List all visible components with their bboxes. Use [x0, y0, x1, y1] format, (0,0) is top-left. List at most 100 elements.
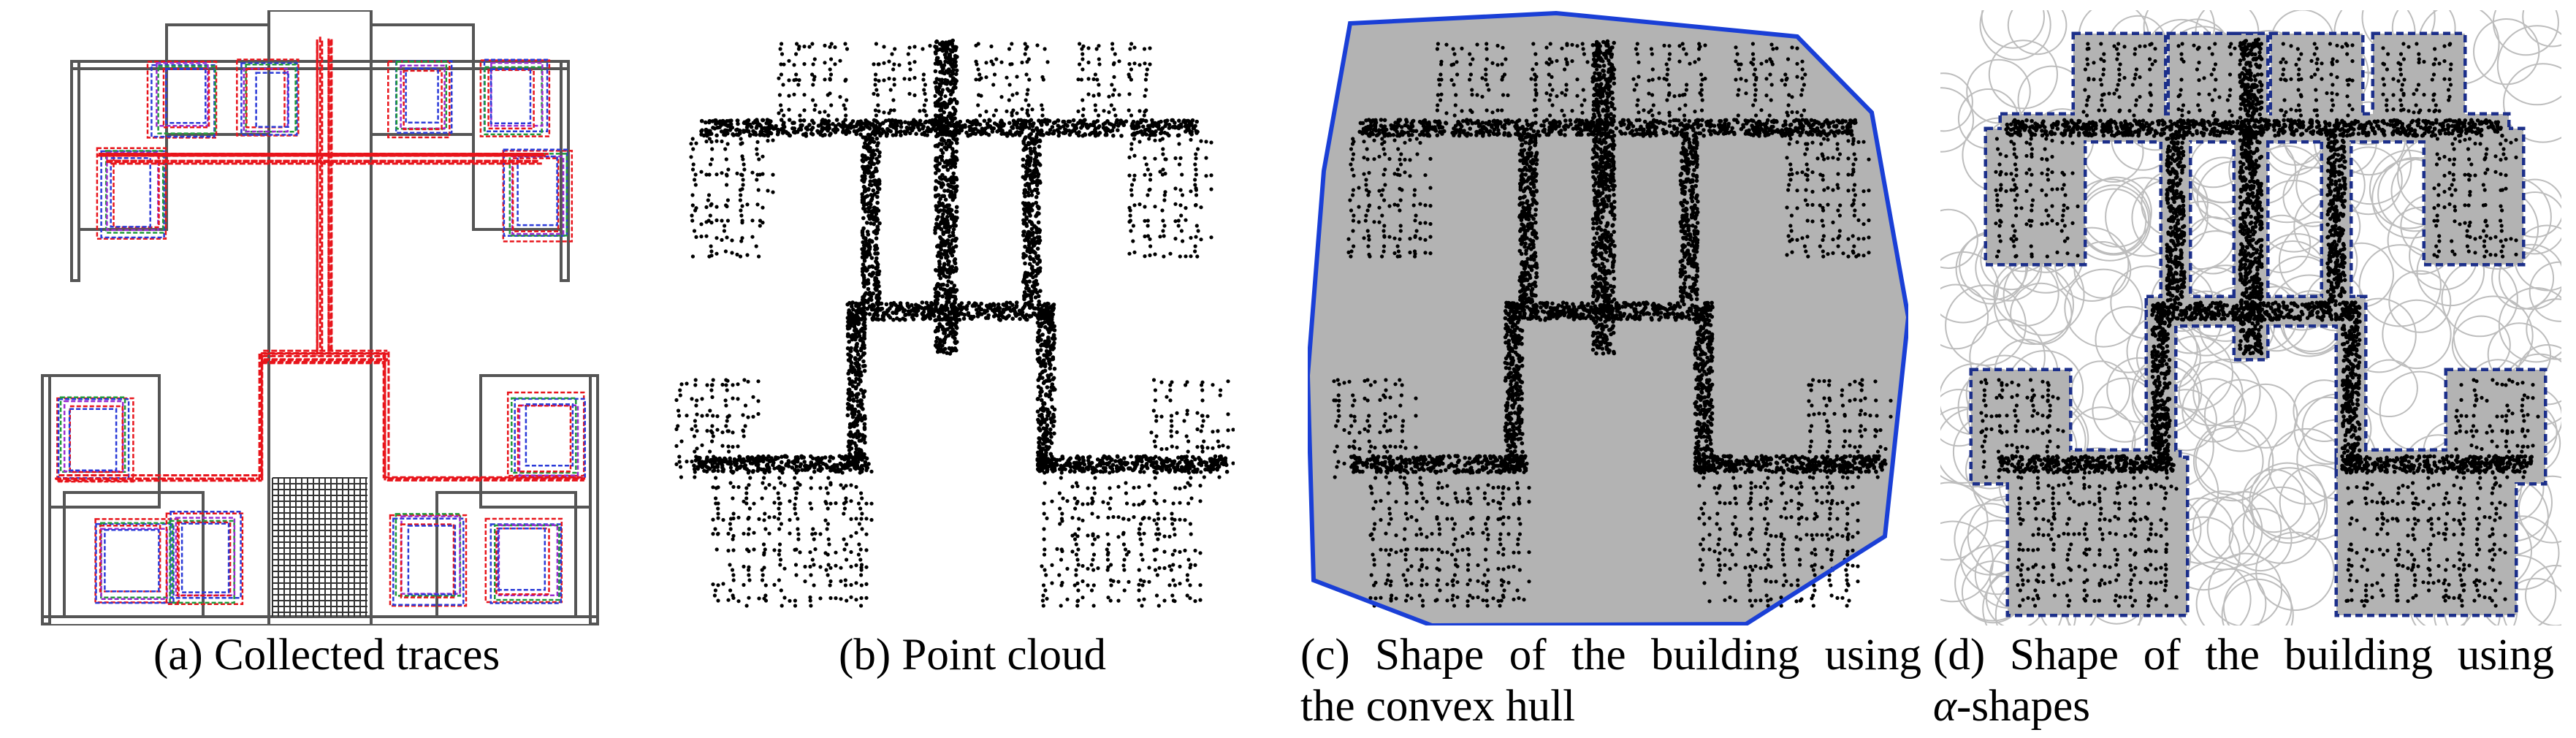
- data-point: [711, 126, 715, 130]
- data-point: [1183, 548, 1187, 553]
- data-point: [674, 427, 679, 432]
- data-point: [808, 550, 812, 555]
- data-point: [763, 511, 767, 516]
- data-point: [921, 316, 926, 322]
- data-point: [742, 162, 746, 167]
- data-point: [709, 202, 714, 206]
- data-point: [1023, 261, 1027, 266]
- data-point: [859, 517, 864, 521]
- data-point: [847, 340, 851, 344]
- data-point: [940, 327, 945, 332]
- data-point: [792, 63, 796, 67]
- data-point: [729, 469, 733, 473]
- data-point: [1037, 356, 1042, 361]
- data-point: [1142, 47, 1147, 51]
- data-point: [871, 291, 875, 296]
- data-point: [674, 444, 679, 449]
- data-point: [1051, 131, 1056, 136]
- data-point: [861, 395, 866, 399]
- data-point: [940, 217, 945, 221]
- data-point: [804, 125, 809, 130]
- data-point: [813, 547, 818, 552]
- data-point: [1081, 502, 1085, 506]
- data-point: [752, 120, 757, 125]
- data-point: [1127, 173, 1132, 178]
- data-point: [1081, 44, 1086, 48]
- data-point: [1200, 414, 1205, 418]
- data-point: [1189, 121, 1194, 126]
- data-point: [788, 598, 792, 603]
- data-point: [1045, 446, 1051, 452]
- data-point: [946, 279, 950, 284]
- data-point: [1021, 254, 1026, 259]
- data-point: [950, 64, 955, 69]
- trace-loop: [150, 64, 216, 138]
- data-point: [944, 317, 949, 322]
- data-point: [1081, 134, 1085, 138]
- data-point: [833, 45, 837, 50]
- data-point: [848, 468, 853, 472]
- data-point: [1152, 439, 1156, 444]
- data-point: [1072, 537, 1078, 541]
- data-point: [939, 247, 943, 252]
- data-point: [1175, 411, 1179, 416]
- data-point: [1156, 126, 1161, 131]
- data-point: [1041, 604, 1045, 608]
- data-point: [934, 80, 938, 85]
- data-point: [873, 215, 877, 219]
- data-point: [874, 218, 879, 224]
- data-point: [888, 129, 893, 134]
- data-point: [709, 254, 714, 258]
- data-point: [1028, 122, 1032, 126]
- trace-loop: [236, 58, 300, 137]
- data-point: [897, 318, 902, 322]
- data-point: [927, 309, 932, 314]
- data-point: [845, 413, 850, 418]
- data-point: [690, 254, 695, 259]
- data-point: [709, 221, 714, 225]
- data-point: [1023, 275, 1027, 280]
- data-point: [999, 119, 1004, 123]
- trace-loop: [165, 512, 244, 605]
- data-point: [1105, 568, 1110, 572]
- data-point: [1059, 558, 1064, 562]
- data-point: [1014, 300, 1019, 305]
- data-point: [870, 136, 874, 141]
- data-point: [940, 283, 944, 287]
- data-point: [991, 62, 995, 66]
- data-point: [1034, 290, 1040, 295]
- data-point: [948, 92, 953, 96]
- data-point: [872, 140, 877, 145]
- data-point: [1124, 552, 1129, 557]
- data-point: [1194, 156, 1198, 161]
- data-point: [739, 213, 744, 218]
- data-point: [866, 248, 871, 254]
- data-point: [851, 398, 856, 403]
- data-point: [725, 388, 729, 392]
- data-point: [951, 227, 956, 232]
- data-point: [1132, 45, 1137, 50]
- data-point: [945, 178, 949, 183]
- data-point: [1173, 156, 1178, 161]
- data-point: [747, 578, 752, 582]
- data-point: [1169, 419, 1173, 423]
- data-point: [856, 414, 861, 418]
- data-point: [726, 167, 731, 172]
- data-point: [815, 129, 820, 134]
- data-point: [1070, 549, 1075, 554]
- data-point: [690, 203, 695, 208]
- trace-loop: [69, 405, 124, 473]
- data-point: [846, 406, 850, 411]
- data-point: [715, 427, 720, 432]
- data-point: [1024, 215, 1029, 220]
- data-point: [1161, 218, 1165, 223]
- data-point: [985, 304, 990, 309]
- data-point: [873, 286, 877, 292]
- data-point: [859, 463, 864, 468]
- data-point: [1037, 302, 1042, 307]
- data-point: [1025, 248, 1030, 254]
- data-point: [947, 248, 952, 253]
- data-point: [1184, 383, 1188, 387]
- data-point: [749, 125, 754, 129]
- data-point: [1086, 92, 1091, 96]
